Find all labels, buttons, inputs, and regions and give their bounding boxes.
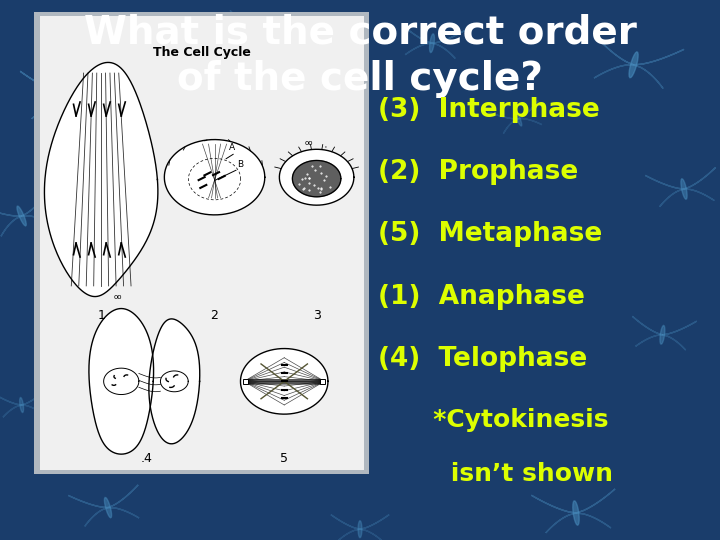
Polygon shape	[684, 189, 714, 200]
Polygon shape	[149, 319, 199, 444]
Polygon shape	[629, 52, 638, 78]
Polygon shape	[68, 496, 108, 508]
Polygon shape	[402, 25, 432, 43]
Polygon shape	[573, 501, 579, 525]
Polygon shape	[89, 308, 153, 454]
Bar	[40, 16, 364, 470]
Polygon shape	[108, 485, 138, 508]
Polygon shape	[249, 19, 255, 35]
Polygon shape	[3, 405, 22, 417]
Polygon shape	[576, 513, 611, 528]
Polygon shape	[594, 65, 634, 78]
Polygon shape	[360, 515, 389, 529]
Polygon shape	[660, 326, 665, 344]
Polygon shape	[72, 97, 112, 119]
Polygon shape	[360, 529, 382, 540]
Polygon shape	[22, 390, 45, 405]
Text: oo: oo	[305, 140, 313, 146]
Polygon shape	[17, 206, 26, 226]
Text: (1)  Anaphase: (1) Anaphase	[378, 284, 585, 309]
Polygon shape	[515, 112, 522, 126]
Polygon shape	[85, 508, 108, 526]
Polygon shape	[0, 207, 22, 216]
Polygon shape	[164, 139, 265, 215]
Polygon shape	[22, 191, 49, 216]
Polygon shape	[595, 36, 634, 65]
Polygon shape	[32, 97, 72, 119]
Text: 3: 3	[312, 309, 320, 322]
Text: What is the correct order
of the cell cycle?: What is the correct order of the cell cy…	[84, 14, 636, 98]
Polygon shape	[140, 351, 159, 411]
Polygon shape	[634, 65, 663, 89]
Polygon shape	[68, 82, 76, 112]
Text: (3)  Interphase: (3) Interphase	[378, 97, 600, 123]
Polygon shape	[636, 335, 662, 346]
Polygon shape	[240, 348, 328, 414]
Polygon shape	[104, 497, 112, 518]
Text: oo: oo	[114, 294, 122, 300]
Text: 5: 5	[280, 453, 288, 465]
Text: (5)  Metaphase: (5) Metaphase	[378, 221, 602, 247]
Polygon shape	[576, 489, 615, 513]
Polygon shape	[338, 529, 360, 540]
Polygon shape	[531, 495, 576, 513]
Text: 2: 2	[211, 309, 218, 322]
Polygon shape	[1, 216, 22, 237]
Bar	[34, 12, 369, 474]
Bar	[243, 379, 248, 384]
Polygon shape	[430, 34, 434, 52]
Polygon shape	[684, 167, 716, 189]
Text: .4: .4	[140, 453, 153, 465]
Polygon shape	[681, 179, 687, 199]
Text: (4)  Telophase: (4) Telophase	[378, 346, 588, 372]
Polygon shape	[45, 63, 158, 296]
Polygon shape	[662, 321, 697, 335]
Polygon shape	[252, 18, 281, 27]
Polygon shape	[405, 43, 432, 55]
Polygon shape	[518, 100, 538, 119]
Polygon shape	[503, 119, 518, 133]
Polygon shape	[660, 189, 684, 207]
Polygon shape	[662, 335, 685, 350]
Polygon shape	[22, 216, 54, 224]
Polygon shape	[632, 316, 662, 335]
Polygon shape	[331, 515, 360, 529]
Bar	[320, 379, 325, 384]
Polygon shape	[279, 149, 354, 205]
Polygon shape	[108, 508, 139, 518]
Polygon shape	[20, 71, 72, 97]
Polygon shape	[432, 30, 467, 43]
Polygon shape	[22, 405, 43, 414]
Polygon shape	[0, 394, 22, 405]
Text: The Cell Cycle: The Cell Cycle	[153, 46, 251, 59]
Polygon shape	[230, 27, 252, 35]
Polygon shape	[230, 10, 252, 27]
Text: ': '	[324, 145, 326, 151]
Text: *Cytokinesis: *Cytokinesis	[407, 408, 608, 431]
Polygon shape	[252, 27, 269, 40]
Polygon shape	[645, 176, 684, 189]
Polygon shape	[72, 71, 124, 97]
Text: (2)  Prophase: (2) Prophase	[378, 159, 578, 185]
Text: B: B	[238, 160, 244, 168]
Polygon shape	[489, 112, 518, 119]
Polygon shape	[518, 119, 542, 125]
Polygon shape	[358, 521, 362, 538]
Text: A: A	[229, 143, 235, 152]
Polygon shape	[432, 43, 455, 58]
Text: 1: 1	[97, 309, 105, 322]
Polygon shape	[634, 49, 684, 65]
Polygon shape	[546, 513, 576, 533]
Polygon shape	[292, 160, 341, 197]
Text: isn’t shown: isn’t shown	[407, 462, 613, 485]
Polygon shape	[19, 397, 24, 413]
